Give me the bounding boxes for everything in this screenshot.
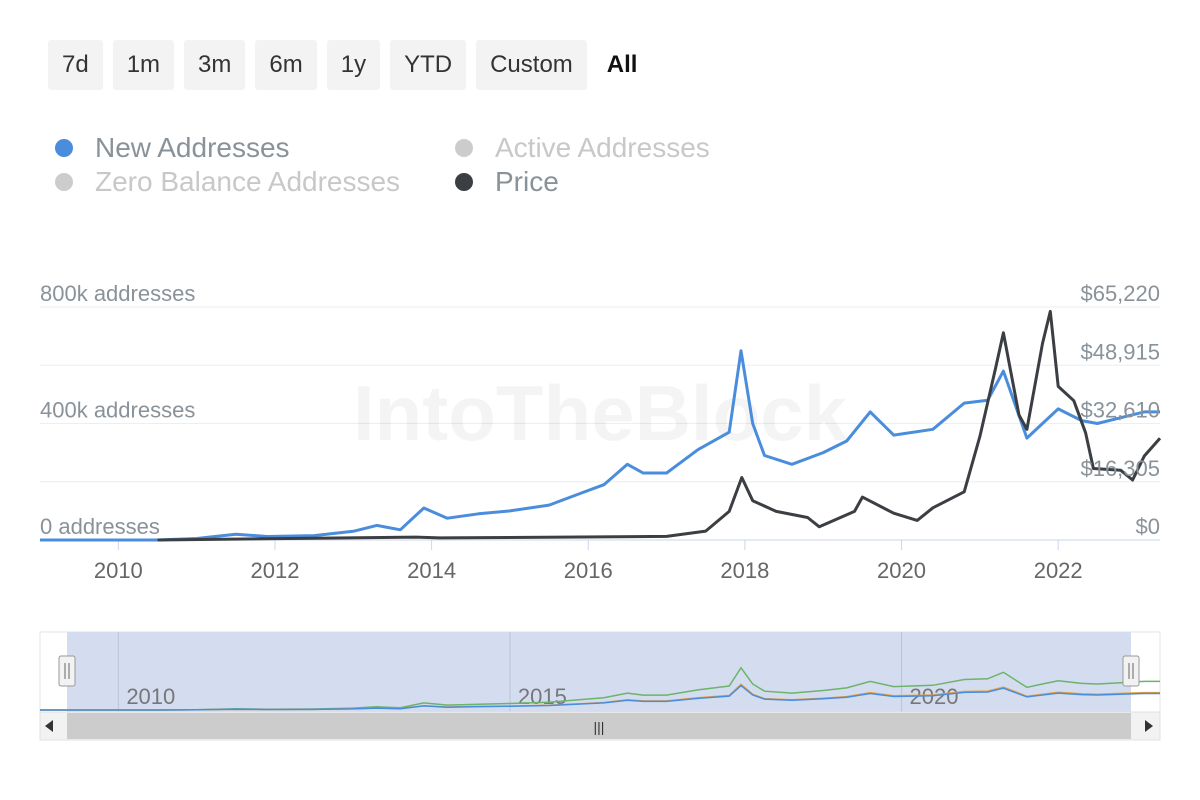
y-left-tick-label: 400k addresses bbox=[40, 398, 195, 423]
legend-item-new-addresses[interactable]: New Addresses bbox=[55, 132, 290, 164]
y-right-tick-label: $0 bbox=[1136, 514, 1160, 539]
watermark: IntoTheBlock bbox=[353, 369, 848, 457]
range-button-1y[interactable]: 1y bbox=[326, 40, 381, 90]
range-button-6m[interactable]: 6m bbox=[255, 40, 317, 90]
legend-dot-icon bbox=[55, 139, 73, 157]
legend-label: Price bbox=[495, 166, 559, 197]
legend-dot-icon bbox=[455, 139, 473, 157]
x-tick-label: 2016 bbox=[564, 558, 613, 583]
navigator-right-handle[interactable] bbox=[1122, 655, 1140, 687]
legend-label: Zero Balance Addresses bbox=[95, 166, 401, 197]
series-line-new-addresses bbox=[40, 349, 1160, 542]
x-tick-label: 2010 bbox=[94, 558, 143, 583]
range-button-1m[interactable]: 1m bbox=[112, 40, 175, 90]
range-button-7d[interactable]: 7d bbox=[48, 40, 103, 90]
range-selector: 7d 1m 3m 6m 1y YTD Custom All bbox=[48, 40, 647, 90]
legend-item-active-addresses[interactable]: Active Addresses bbox=[455, 132, 710, 164]
navigator-tick-label: 2010 bbox=[126, 684, 175, 709]
scroll-right-arrow-icon[interactable] bbox=[1145, 720, 1153, 732]
legend-item-price[interactable]: Price bbox=[455, 166, 559, 198]
legend-item-zero-balance-addresses[interactable]: Zero Balance Addresses bbox=[55, 166, 400, 198]
x-tick-label: 2022 bbox=[1034, 558, 1083, 583]
x-tick-label: 2018 bbox=[720, 558, 769, 583]
x-tick-label: 2020 bbox=[877, 558, 926, 583]
legend-dot-icon bbox=[55, 173, 73, 191]
x-tick-label: 2012 bbox=[250, 558, 299, 583]
range-button-ytd[interactable]: YTD bbox=[390, 40, 467, 90]
y-right-tick-label: $65,220 bbox=[1080, 281, 1160, 306]
y-left-tick-label: 800k addresses bbox=[40, 281, 195, 306]
range-button-custom[interactable]: Custom bbox=[476, 40, 587, 90]
y-right-tick-label: $16,305 bbox=[1080, 456, 1160, 481]
series-line-price bbox=[157, 309, 1162, 542]
y-left-tick-label: 0 addresses bbox=[40, 514, 160, 539]
x-tick-label: 2014 bbox=[407, 558, 456, 583]
legend-label: Active Addresses bbox=[495, 132, 710, 163]
scrollbar-thumb[interactable] bbox=[67, 713, 1131, 739]
navigator-selection[interactable] bbox=[67, 632, 1131, 712]
y-right-tick-label: $32,610 bbox=[1080, 398, 1160, 423]
legend-label: New Addresses bbox=[95, 132, 290, 163]
navigator-series-line bbox=[40, 684, 1160, 711]
scroll-left-arrow-icon[interactable] bbox=[45, 720, 53, 732]
navigator-left-handle[interactable] bbox=[58, 655, 76, 687]
y-right-tick-label: $48,915 bbox=[1080, 339, 1160, 364]
legend-dot-icon bbox=[455, 173, 473, 191]
scrollbar-grip-icon: ||| bbox=[594, 719, 605, 735]
navigator-series-line bbox=[40, 666, 1160, 711]
range-button-3m[interactable]: 3m bbox=[184, 40, 246, 90]
range-button-all[interactable]: All bbox=[606, 51, 638, 78]
